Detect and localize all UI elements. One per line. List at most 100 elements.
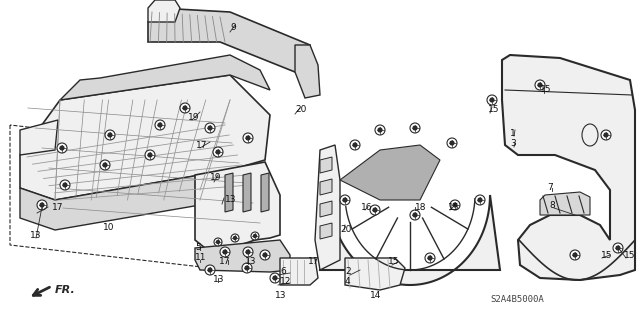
Circle shape [260, 250, 270, 260]
Text: 2: 2 [345, 268, 351, 277]
Circle shape [378, 128, 382, 132]
Circle shape [478, 198, 482, 202]
Text: 10: 10 [103, 224, 115, 233]
Circle shape [205, 123, 215, 133]
Circle shape [373, 208, 377, 212]
Text: 15: 15 [388, 257, 399, 266]
Circle shape [158, 123, 162, 127]
Circle shape [410, 123, 420, 133]
Circle shape [155, 120, 165, 130]
Circle shape [450, 200, 460, 210]
Text: 18: 18 [415, 203, 426, 211]
Circle shape [40, 203, 44, 207]
Circle shape [601, 130, 611, 140]
Text: 11: 11 [195, 254, 207, 263]
Text: 15: 15 [488, 106, 499, 115]
Circle shape [410, 210, 420, 220]
Text: 1: 1 [510, 129, 516, 137]
Polygon shape [320, 195, 500, 285]
Circle shape [63, 183, 67, 187]
Polygon shape [225, 173, 233, 212]
Polygon shape [340, 145, 440, 200]
Polygon shape [20, 175, 200, 230]
Circle shape [616, 246, 620, 250]
Text: 17: 17 [52, 204, 63, 212]
Text: 7: 7 [547, 183, 553, 192]
Text: 13: 13 [30, 231, 42, 240]
Circle shape [60, 180, 70, 190]
Circle shape [213, 147, 223, 157]
Circle shape [208, 126, 212, 130]
Circle shape [246, 136, 250, 140]
Circle shape [145, 150, 155, 160]
Text: 13: 13 [225, 196, 237, 204]
Text: 19: 19 [210, 174, 221, 182]
Polygon shape [20, 120, 58, 155]
Text: 13: 13 [275, 291, 287, 300]
Text: 5: 5 [195, 242, 201, 251]
Circle shape [243, 247, 253, 257]
Circle shape [273, 276, 277, 280]
Ellipse shape [582, 124, 598, 146]
Circle shape [103, 163, 107, 167]
Circle shape [148, 153, 152, 157]
Circle shape [180, 103, 190, 113]
Text: 16: 16 [361, 203, 372, 211]
Polygon shape [320, 223, 332, 239]
Circle shape [60, 146, 64, 150]
Text: 8: 8 [549, 201, 555, 210]
Circle shape [216, 150, 220, 154]
Text: 20: 20 [295, 106, 307, 115]
Text: 3: 3 [510, 138, 516, 147]
Circle shape [251, 232, 259, 240]
Text: 15: 15 [601, 250, 612, 259]
Circle shape [234, 236, 237, 240]
Text: S2A4B5000A: S2A4B5000A [490, 295, 544, 305]
Circle shape [573, 253, 577, 257]
Polygon shape [195, 240, 290, 272]
Text: 13: 13 [213, 275, 225, 284]
Circle shape [108, 133, 112, 137]
Circle shape [214, 238, 222, 246]
Polygon shape [280, 258, 318, 285]
Polygon shape [10, 125, 228, 270]
Text: 9: 9 [230, 24, 236, 33]
Circle shape [447, 138, 457, 148]
Circle shape [450, 141, 454, 145]
Circle shape [613, 243, 623, 253]
Polygon shape [320, 157, 332, 173]
Circle shape [375, 125, 385, 135]
Circle shape [183, 106, 187, 110]
Circle shape [245, 266, 249, 270]
Text: 17: 17 [308, 256, 319, 265]
Circle shape [263, 253, 267, 257]
Polygon shape [295, 45, 320, 98]
Circle shape [270, 273, 280, 283]
Circle shape [370, 205, 380, 215]
Circle shape [208, 268, 212, 272]
Text: 12: 12 [280, 278, 291, 286]
Circle shape [475, 195, 485, 205]
Circle shape [246, 250, 250, 254]
Text: 6: 6 [280, 266, 285, 276]
Polygon shape [60, 55, 270, 100]
Polygon shape [20, 75, 270, 200]
Text: 14: 14 [370, 291, 381, 300]
Circle shape [490, 98, 494, 102]
Circle shape [205, 265, 215, 275]
Polygon shape [243, 173, 251, 212]
Circle shape [242, 263, 252, 273]
Circle shape [231, 234, 239, 242]
Text: 15: 15 [624, 250, 636, 259]
Polygon shape [195, 162, 280, 248]
Circle shape [340, 195, 350, 205]
Text: 4: 4 [345, 278, 351, 286]
Circle shape [57, 143, 67, 153]
Polygon shape [345, 258, 405, 290]
Text: 20: 20 [340, 226, 351, 234]
Circle shape [343, 198, 347, 202]
Circle shape [253, 234, 257, 238]
Polygon shape [320, 201, 332, 217]
Text: 19: 19 [188, 114, 200, 122]
Circle shape [428, 256, 432, 260]
